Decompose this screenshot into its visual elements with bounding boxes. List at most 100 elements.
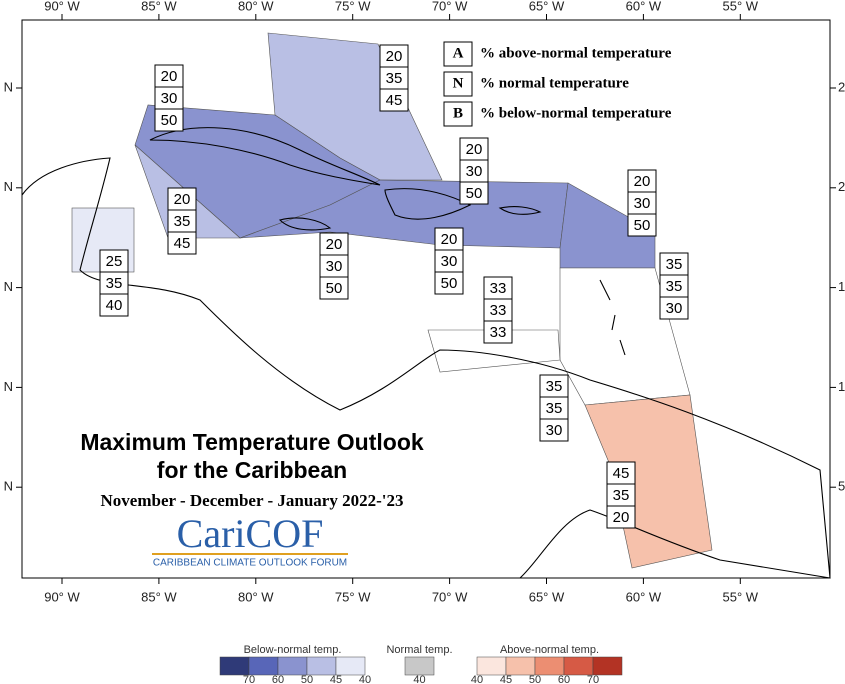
prob-value: 25 bbox=[106, 253, 123, 270]
lat-label: N bbox=[4, 179, 13, 194]
prob-value: 30 bbox=[466, 163, 483, 180]
legend-text: % below-normal temperature bbox=[480, 105, 672, 121]
colorbar-tick: 40 bbox=[413, 674, 425, 684]
legend-key: B bbox=[453, 105, 463, 121]
prob-value: 20 bbox=[161, 68, 178, 85]
prob-value: 45 bbox=[613, 465, 630, 482]
colorbar-label: Below-normal temp. bbox=[244, 644, 342, 656]
title-line: for the Caribbean bbox=[157, 457, 347, 483]
colorbar-tick: 60 bbox=[558, 674, 570, 684]
lon-label: 85° W bbox=[141, 589, 177, 604]
legend-text: % above-normal temperature bbox=[480, 45, 672, 61]
prob-box bbox=[483, 320, 513, 344]
colorbar-swatch bbox=[219, 656, 250, 676]
prob-value: 30 bbox=[161, 90, 178, 107]
lon-label: 60° W bbox=[626, 589, 662, 604]
legend-key-box bbox=[443, 101, 473, 127]
lon-label: 70° W bbox=[432, 0, 468, 13]
prob-value: 33 bbox=[490, 324, 507, 341]
lon-label: 80° W bbox=[238, 589, 274, 604]
prob-value: 20 bbox=[466, 141, 483, 158]
lon-label: 85° W bbox=[141, 0, 177, 13]
lon-label: 60° W bbox=[626, 0, 662, 13]
coastlines bbox=[21, 127, 831, 579]
lat-label: 15° bbox=[838, 279, 845, 294]
legend-key-box bbox=[443, 41, 473, 67]
lon-label: 90° W bbox=[44, 589, 80, 604]
prob-value: 50 bbox=[634, 217, 651, 234]
colorbar-swatch bbox=[563, 656, 594, 676]
lat-label: N bbox=[4, 479, 13, 494]
logo-tagline: CARIBBEAN CLIMATE OUTLOOK FORUM bbox=[153, 558, 347, 569]
logo: CariCOF bbox=[177, 511, 324, 556]
region-abc bbox=[427, 329, 561, 373]
prob-value: 20 bbox=[634, 173, 651, 190]
prob-box bbox=[99, 293, 129, 317]
prob-box bbox=[539, 418, 569, 442]
prob-box bbox=[434, 271, 464, 295]
prob-box bbox=[659, 296, 689, 320]
prob-box bbox=[319, 276, 349, 300]
colorbar-swatch bbox=[505, 656, 536, 676]
lon-label: 80° W bbox=[238, 0, 274, 13]
prob-box bbox=[606, 505, 636, 529]
colorbar-swatch bbox=[335, 656, 366, 676]
lon-label: 65° W bbox=[529, 0, 565, 13]
colorbar-label: Above-normal temp. bbox=[500, 644, 599, 656]
prob-value: 35 bbox=[386, 70, 403, 87]
prob-value: 40 bbox=[106, 297, 123, 314]
lat-label: 25° bbox=[838, 79, 845, 94]
prob-box bbox=[167, 231, 197, 255]
prob-value: 35 bbox=[546, 400, 563, 417]
prob-value: 20 bbox=[441, 231, 458, 248]
colorbar-swatch bbox=[592, 656, 623, 676]
prob-box bbox=[154, 108, 184, 132]
prob-value: 45 bbox=[174, 235, 191, 252]
prob-value: 35 bbox=[546, 378, 563, 395]
colorbar-swatch bbox=[306, 656, 337, 676]
prob-value: 50 bbox=[466, 185, 483, 202]
prob-value: 35 bbox=[106, 275, 123, 292]
lat-label: N bbox=[4, 279, 13, 294]
legend-key-box bbox=[443, 71, 473, 97]
legend-text: % normal temperature bbox=[480, 75, 629, 91]
colorbar-tick: 70 bbox=[243, 674, 255, 684]
colorbar-tick: 50 bbox=[529, 674, 541, 684]
prob-value: 50 bbox=[441, 275, 458, 292]
colorbar-swatch bbox=[534, 656, 565, 676]
lon-label: 65° W bbox=[529, 589, 565, 604]
prob-value: 20 bbox=[613, 509, 630, 526]
region-guianas bbox=[584, 394, 713, 569]
legend-box bbox=[443, 41, 473, 127]
prob-value: 33 bbox=[490, 280, 507, 297]
colorbar-tick: 40 bbox=[471, 674, 483, 684]
legend-key: N bbox=[453, 75, 464, 91]
prob-value: 35 bbox=[666, 256, 683, 273]
legend-key: A bbox=[453, 45, 464, 61]
prob-value: 50 bbox=[161, 112, 178, 129]
prob-value: 35 bbox=[666, 278, 683, 295]
lat-label: 5° bbox=[838, 479, 845, 494]
lat-label: 20° bbox=[838, 179, 845, 194]
colorbar-tick: 45 bbox=[500, 674, 512, 684]
lat-label: N bbox=[4, 79, 13, 94]
colorbar-tick: 70 bbox=[587, 674, 599, 684]
prob-box bbox=[627, 213, 657, 237]
prob-value: 20 bbox=[174, 191, 191, 208]
prob-value: 20 bbox=[326, 236, 343, 253]
prob-value: 30 bbox=[326, 258, 343, 275]
colorbar-swatch bbox=[404, 656, 435, 676]
lon-label: 75° W bbox=[335, 589, 371, 604]
subtitle: November - December - January 2022-'23 bbox=[101, 491, 404, 510]
prob-value: 35 bbox=[174, 213, 191, 230]
lat-label: N bbox=[4, 379, 13, 394]
prob-value: 30 bbox=[634, 195, 651, 212]
lon-label: 70° W bbox=[432, 589, 468, 604]
lon-label: 55° W bbox=[723, 0, 759, 13]
colorbar-swatch bbox=[476, 656, 507, 676]
prob-value: 50 bbox=[326, 280, 343, 297]
prob-value: 33 bbox=[490, 302, 507, 319]
prob-value: 45 bbox=[386, 92, 403, 109]
prob-value: 30 bbox=[441, 253, 458, 270]
